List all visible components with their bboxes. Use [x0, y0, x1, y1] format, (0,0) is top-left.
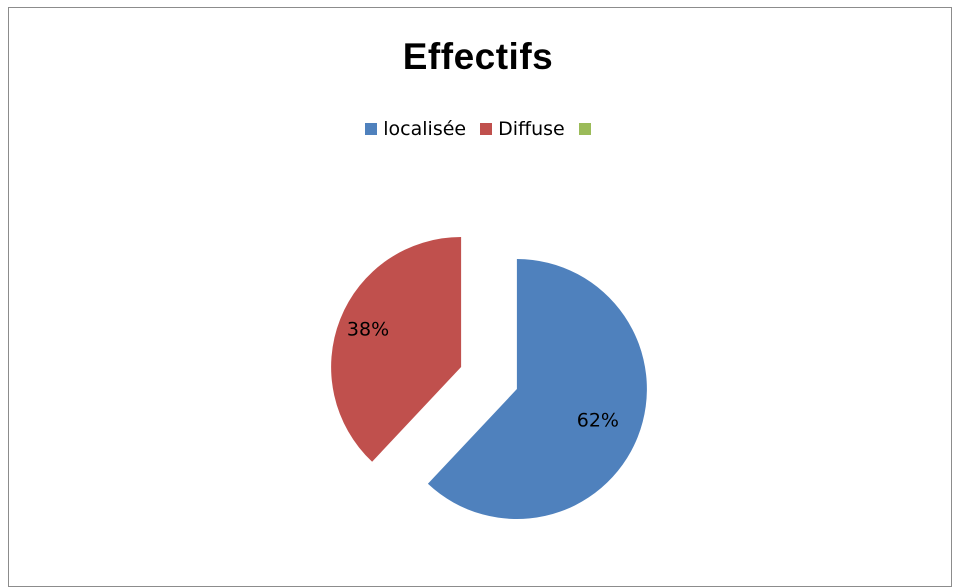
legend: localisée Diffuse: [0, 118, 956, 140]
legend-label-localisee: localisée: [383, 118, 467, 140]
legend-label-diffuse: Diffuse: [498, 118, 565, 140]
pie-slice-localisee: [427, 259, 647, 520]
pie-slice-diffuse: [331, 236, 462, 462]
data-label-localisee: 62%: [577, 410, 619, 432]
legend-item-3: [578, 123, 591, 135]
pie-slices: [331, 236, 647, 520]
pie-data-labels: 62% 38%: [347, 319, 619, 432]
legend-item-localisee: localisée: [365, 118, 466, 140]
legend-item-diffuse: Diffuse: [480, 118, 565, 140]
legend-swatch-3: [578, 123, 591, 135]
legend-swatch-localisee: [365, 123, 378, 135]
chart-title: Effectifs: [402, 36, 554, 77]
legend-swatch-diffuse: [480, 123, 493, 135]
data-label-diffuse: 38%: [347, 319, 389, 341]
